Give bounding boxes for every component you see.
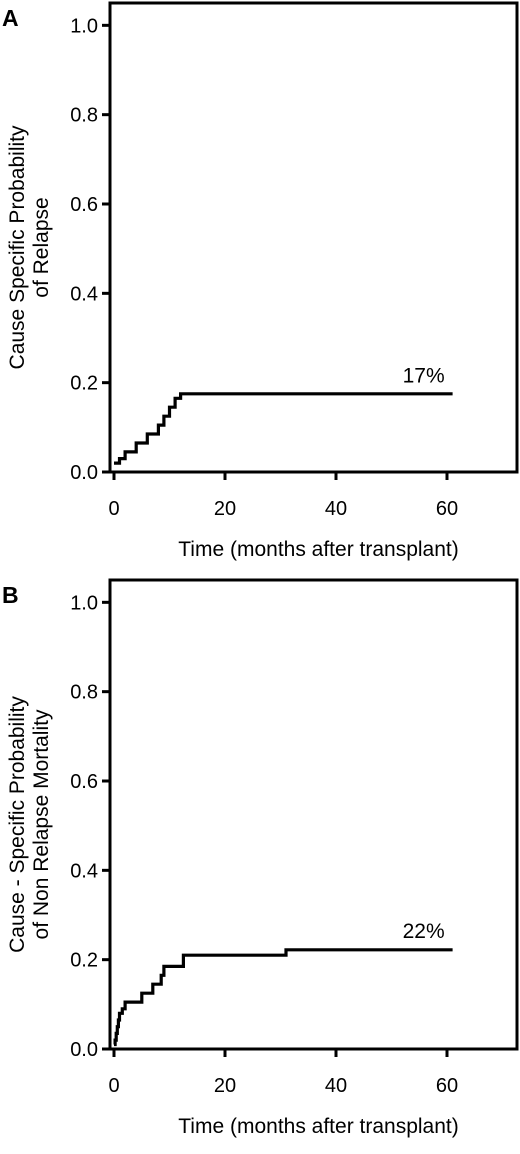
- chart-panel-b: B 0.0 0.2 0.4 0.6 0.8 1.0 0 20 40 60 Time (months a…: [0, 577, 520, 1154]
- y-tick-label: 0.2: [70, 373, 98, 395]
- y-axis-title-line: of Relapse: [30, 197, 53, 297]
- chart-b-svg: B 0.0 0.2 0.4 0.6 0.8 1.0 0 20 40 60 Time (months a…: [2, 578, 519, 1138]
- y-tick-label: 0.8: [70, 682, 98, 704]
- chart-panel-a: A 0.0 0.2 0.4 0.6 0.8 1.0 0 20 40 60 Time (months a…: [2, 1, 519, 561]
- y-tick-label: 0.6: [70, 194, 98, 216]
- end-value-annotation: 17%: [403, 365, 445, 388]
- x-tick-label: 0: [108, 1075, 119, 1097]
- x-tick-label: 60: [436, 1075, 458, 1097]
- x-tick-label: 40: [325, 498, 347, 520]
- panel-label-a: A: [2, 5, 19, 31]
- x-axis-title: Time (months after transplant): [178, 538, 459, 561]
- y-tick-label: 1.0: [70, 15, 98, 37]
- x-tick-label: 20: [214, 1075, 236, 1097]
- series-line: [113, 948, 453, 1047]
- y-tick-label: 0.4: [70, 860, 98, 882]
- y-axis-title-line: Cause - Specific Probability: [6, 696, 29, 953]
- y-tick-label: 0.4: [70, 283, 98, 305]
- y-tick-label: 0.8: [70, 105, 98, 127]
- y-tick-label: 0.2: [70, 950, 98, 972]
- chart-a-svg: A 0.0 0.2 0.4 0.6 0.8 1.0 0 20 40 60 Time (months a…: [2, 1, 519, 561]
- x-tick-label: 20: [214, 498, 236, 520]
- end-value-annotation: 22%: [403, 920, 445, 943]
- plot-frame: [108, 1, 519, 474]
- x-tick-label: 0: [108, 498, 119, 520]
- y-axis-title-line: Cause Specific Probability: [6, 125, 29, 369]
- x-tick-label: 60: [436, 498, 458, 520]
- x-tick-label: 40: [325, 1075, 347, 1097]
- y-tick-label: 0.0: [70, 1039, 98, 1061]
- x-axis-title: Time (months after transplant): [178, 1115, 459, 1138]
- y-axis-title-line: of Non Relapse Mortality: [30, 709, 53, 939]
- series-line: [114, 392, 453, 465]
- y-tick-label: 1.0: [70, 592, 98, 614]
- y-tick-label: 0.6: [70, 771, 98, 793]
- y-tick-label: 0.0: [70, 462, 98, 484]
- panel-label-b: B: [2, 582, 19, 608]
- plot-frame: [108, 578, 519, 1051]
